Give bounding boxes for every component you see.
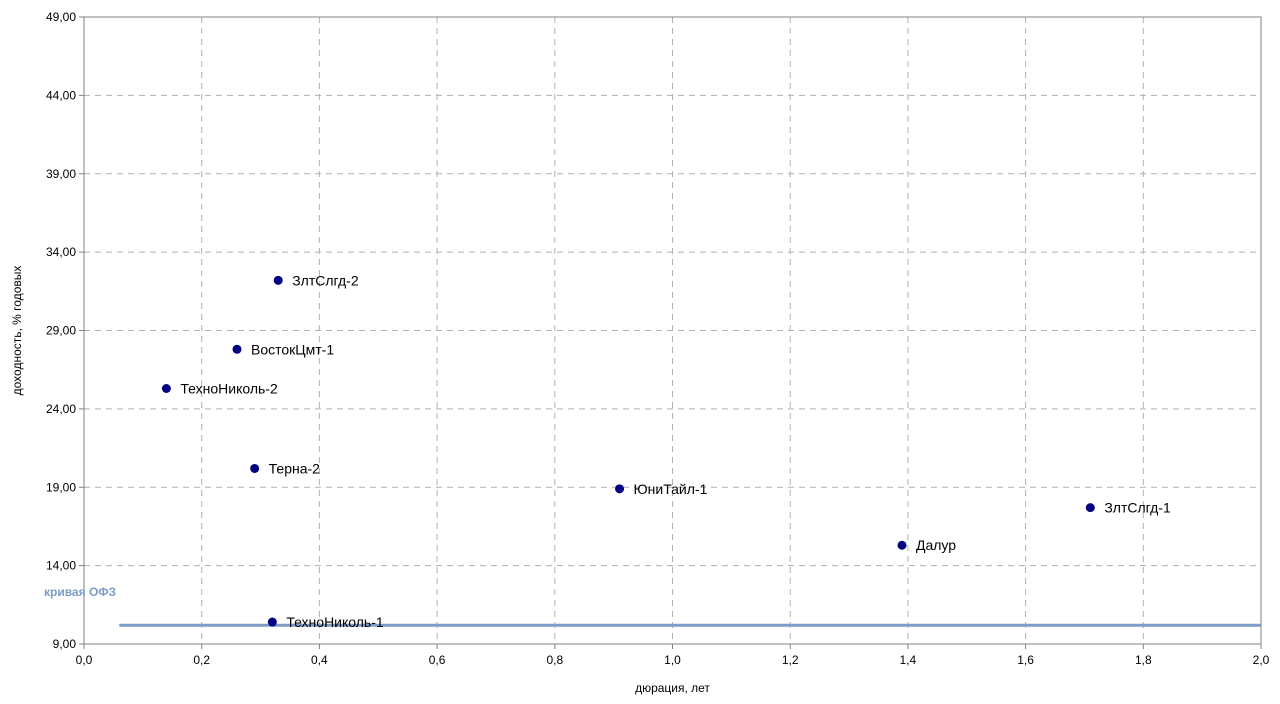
y-tick-label: 34,00	[46, 245, 76, 259]
data-point-label: ЗлтСлгд-2	[292, 272, 359, 288]
grid	[84, 17, 1261, 644]
x-tick-label: 1,8	[1135, 653, 1152, 667]
x-tick-label: 1,2	[782, 653, 799, 667]
x-tick-label: 0,8	[546, 653, 563, 667]
y-tick-label: 49,00	[46, 10, 76, 24]
data-point-label: ТехноНиколь-1	[286, 614, 384, 630]
data-points: ЗлтСлгд-2 ВостокЦмт-1 ТехноНиколь-2 Терна-2…	[161, 272, 1171, 630]
y-tick-label: 44,00	[46, 88, 76, 102]
x-tick-label: 1,4	[900, 653, 917, 667]
data-point-label: ТехноНиколь-2	[180, 380, 278, 396]
data-point	[232, 344, 242, 354]
x-tick-label: 1,0	[664, 653, 681, 667]
x-tick-label: 2,0	[1253, 653, 1270, 667]
x-tick-label: 0,2	[193, 653, 210, 667]
data-point	[1085, 503, 1095, 513]
data-point	[250, 463, 260, 473]
data-point-label: ЗлтСлгд-1	[1104, 500, 1171, 516]
y-axis-title: доходность, % годовых	[10, 266, 24, 396]
data-point-label: Терна-2	[269, 460, 321, 476]
data-point	[161, 383, 171, 393]
x-tick-label: 1,6	[1017, 653, 1034, 667]
x-tick-label: 0,4	[311, 653, 328, 667]
y-tick-label: 29,00	[46, 324, 76, 338]
x-tick-label: 0,6	[429, 653, 446, 667]
data-point-label: Далур	[916, 537, 956, 553]
x-tick-label: 0,0	[76, 653, 93, 667]
data-point-label: ВостокЦмт-1	[251, 341, 334, 357]
x-axis-ticks: 0,0 0,2 0,4 0,6 0,8 1,0 1,2 1,4 1,6 1,8 2,0	[76, 644, 1270, 667]
ofz-curve-label: кривая ОФЗ	[44, 585, 116, 599]
y-axis-ticks: 9,00 14,00 19,00 24,00 29,00 34,00 39,00 44,00 4…	[46, 10, 84, 651]
data-point-label: ЮниТайл-1	[634, 481, 708, 497]
y-tick-label: 14,00	[46, 559, 76, 573]
data-point	[273, 275, 283, 285]
x-axis-title: дюрация, лет	[635, 681, 710, 695]
y-tick-label: 39,00	[46, 167, 76, 181]
data-point	[615, 484, 625, 494]
y-tick-label: 24,00	[46, 402, 76, 416]
y-tick-label: 19,00	[46, 480, 76, 494]
y-tick-label: 9,00	[53, 637, 77, 651]
data-point	[897, 540, 907, 550]
data-point	[267, 617, 277, 627]
